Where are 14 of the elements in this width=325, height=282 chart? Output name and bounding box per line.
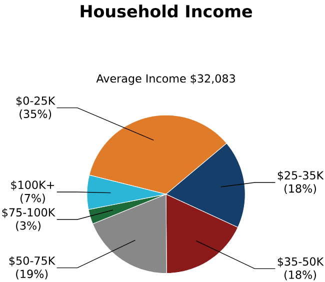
data-label: (7%) bbox=[20, 194, 45, 204]
chart-title: Household Income bbox=[80, 4, 252, 18]
slice-label: $100K+ bbox=[11, 180, 54, 191]
slice-label: $75-100K bbox=[2, 208, 56, 218]
data-label: (18%) bbox=[284, 270, 316, 280]
data-label: (35%) bbox=[20, 110, 52, 120]
data-label: (19%) bbox=[16, 270, 48, 280]
data-label: (3%) bbox=[16, 221, 40, 232]
data-label: (18%) bbox=[284, 184, 316, 194]
slice-label: $0-25K bbox=[16, 96, 56, 107]
slice-label: $50-75K bbox=[9, 256, 56, 267]
slice-label: $25-35K bbox=[278, 171, 324, 182]
slice-label: $35-50K bbox=[278, 257, 324, 268]
chart-subtitle: Average Income $32,083 bbox=[96, 74, 235, 86]
